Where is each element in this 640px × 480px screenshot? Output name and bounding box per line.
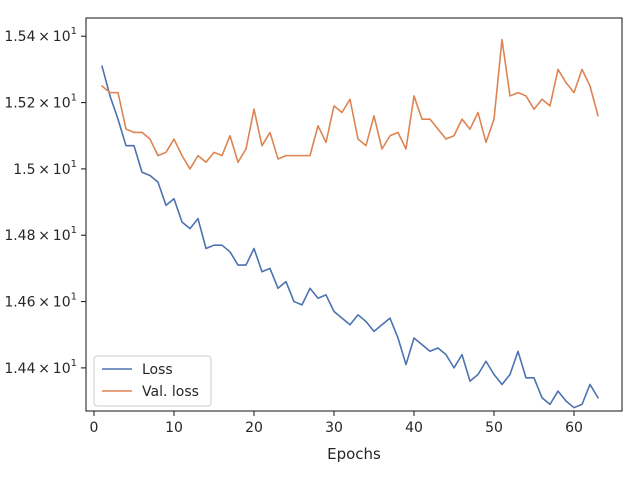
- x-tick-label: 30: [325, 420, 343, 436]
- x-tick-label: 50: [485, 420, 503, 436]
- x-axis-label: Epochs: [327, 445, 381, 463]
- series-line-val-loss: [101, 38, 599, 170]
- y-tick-label: 1.54 × 101: [4, 26, 77, 45]
- x-tick-label: 60: [565, 420, 583, 436]
- plot-frame: [85, 17, 623, 412]
- x-tick-label: 20: [245, 420, 263, 436]
- y-axis: 1.44 × 101 1.46 × 101 1.48 × 101 1.5 × 101 1…: [4, 26, 86, 377]
- y-tick-label: 1.44 × 101: [4, 358, 77, 377]
- legend: Loss Val. loss: [93, 355, 212, 407]
- y-tick-label: 1.52 × 101: [4, 93, 77, 112]
- series-layer: [101, 38, 599, 409]
- x-axis: 0 10 20 30 40 50 60: [90, 411, 583, 436]
- series-line-loss: [101, 65, 599, 409]
- x-tick-label: 10: [165, 420, 183, 436]
- y-tick-label: 1.48 × 101: [4, 225, 77, 244]
- legend-label-val-loss: Val. loss: [142, 384, 199, 400]
- legend-label-loss: Loss: [142, 362, 173, 378]
- y-tick-label: 1.46 × 101: [4, 292, 77, 311]
- y-tick-label: 1.5 × 101: [13, 159, 77, 178]
- x-tick-label: 40: [405, 420, 423, 436]
- x-tick-label: 0: [90, 420, 99, 436]
